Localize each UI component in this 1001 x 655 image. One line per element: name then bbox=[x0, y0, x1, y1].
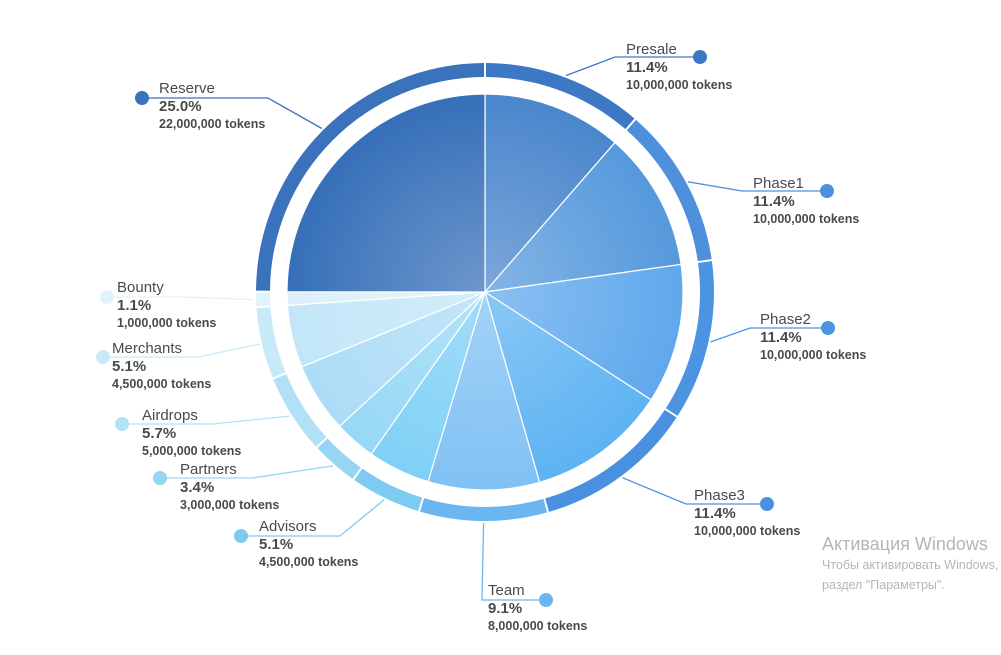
label-tokens-merchants: 4,500,000 tokens bbox=[112, 377, 211, 391]
marker-dot-phase3 bbox=[760, 497, 774, 511]
ring-segment-partners bbox=[317, 438, 361, 479]
leader-line-bounty bbox=[107, 296, 255, 301]
slice-reserve bbox=[286, 93, 486, 293]
label-tokens-partners: 3,000,000 tokens bbox=[180, 498, 279, 512]
label-name-bounty: Bounty bbox=[117, 279, 164, 296]
leader-line-team bbox=[481, 522, 546, 601]
leader-line-advisors bbox=[241, 499, 385, 537]
watermark-title: Активация Windows bbox=[822, 534, 988, 554]
windows-activation-watermark: Активация Windows Чтобы активировать Win… bbox=[822, 533, 1001, 595]
watermark-line-1: Чтобы активировать Windows, перейдите в bbox=[822, 558, 1001, 572]
marker-dot-advisors bbox=[234, 529, 248, 543]
leader-line-merchants bbox=[103, 343, 261, 358]
label-tokens-presale: 10,000,000 tokens bbox=[626, 78, 732, 92]
ring-segment-merchants bbox=[256, 307, 286, 378]
label-percent-phase1: 11.4% bbox=[753, 193, 795, 210]
marker-dot-presale bbox=[693, 50, 707, 64]
marker-dot-partners bbox=[153, 471, 167, 485]
marker-dot-team bbox=[539, 593, 553, 607]
label-name-phase1: Phase1 bbox=[753, 175, 804, 192]
label-name-reserve: Reserve bbox=[159, 80, 215, 97]
leader-line-partners bbox=[160, 465, 333, 479]
label-tokens-phase3: 10,000,000 tokens bbox=[694, 524, 800, 538]
ring-segment-phase2 bbox=[665, 261, 715, 416]
label-percent-phase2: 11.4% bbox=[760, 329, 802, 346]
leader-line-airdrops bbox=[122, 415, 291, 425]
label-tokens-advisors: 4,500,000 tokens bbox=[259, 555, 358, 569]
label-tokens-airdrops: 5,000,000 tokens bbox=[142, 444, 241, 458]
label-name-merchants: Merchants bbox=[112, 340, 182, 357]
label-tokens-reserve: 22,000,000 tokens bbox=[159, 117, 265, 131]
leader-lines bbox=[96, 50, 835, 607]
label-percent-partners: 3.4% bbox=[180, 479, 214, 496]
label-name-advisors: Advisors bbox=[259, 518, 317, 535]
label-name-phase2: Phase2 bbox=[760, 311, 811, 328]
label-tokens-bounty: 1,000,000 tokens bbox=[117, 316, 216, 330]
leader-line-reserve bbox=[142, 97, 323, 130]
label-percent-reserve: 25.0% bbox=[159, 98, 202, 115]
leader-line-phase1 bbox=[687, 181, 827, 192]
ring-segment-phase1 bbox=[626, 119, 712, 262]
marker-dot-phase1 bbox=[820, 184, 834, 198]
marker-dot-reserve bbox=[135, 91, 149, 105]
label-tokens-phase2: 10,000,000 tokens bbox=[760, 348, 866, 362]
label-percent-advisors: 5.1% bbox=[259, 536, 293, 553]
watermark-line-2: раздел "Параметры". bbox=[822, 578, 945, 592]
label-name-presale: Presale bbox=[626, 41, 677, 58]
label-percent-phase3: 11.4% bbox=[694, 505, 736, 522]
label-name-team: Team bbox=[488, 582, 525, 599]
label-percent-bounty: 1.1% bbox=[117, 297, 151, 314]
leader-line-phase3 bbox=[622, 477, 767, 505]
label-tokens-phase1: 10,000,000 tokens bbox=[753, 212, 859, 226]
label-percent-airdrops: 5.7% bbox=[142, 425, 176, 442]
ring-segment-presale bbox=[485, 63, 635, 130]
marker-dot-airdrops bbox=[115, 417, 129, 431]
label-name-phase3: Phase3 bbox=[694, 487, 745, 504]
label-tokens-team: 8,000,000 tokens bbox=[488, 619, 587, 633]
leader-line-presale bbox=[565, 56, 700, 77]
marker-dot-bounty bbox=[100, 290, 114, 304]
leader-line-phase2 bbox=[710, 327, 828, 343]
ring-segment-bounty bbox=[256, 292, 271, 307]
ring-segment-team bbox=[420, 498, 548, 522]
label-percent-merchants: 5.1% bbox=[112, 358, 146, 375]
label-name-airdrops: Airdrops bbox=[142, 407, 198, 424]
marker-dot-merchants bbox=[96, 350, 110, 364]
pie-slices bbox=[286, 93, 684, 491]
label-percent-presale: 11.4% bbox=[626, 59, 668, 76]
label-percent-team: 9.1% bbox=[488, 600, 522, 617]
marker-dot-phase2 bbox=[821, 321, 835, 335]
label-name-partners: Partners bbox=[180, 461, 237, 478]
